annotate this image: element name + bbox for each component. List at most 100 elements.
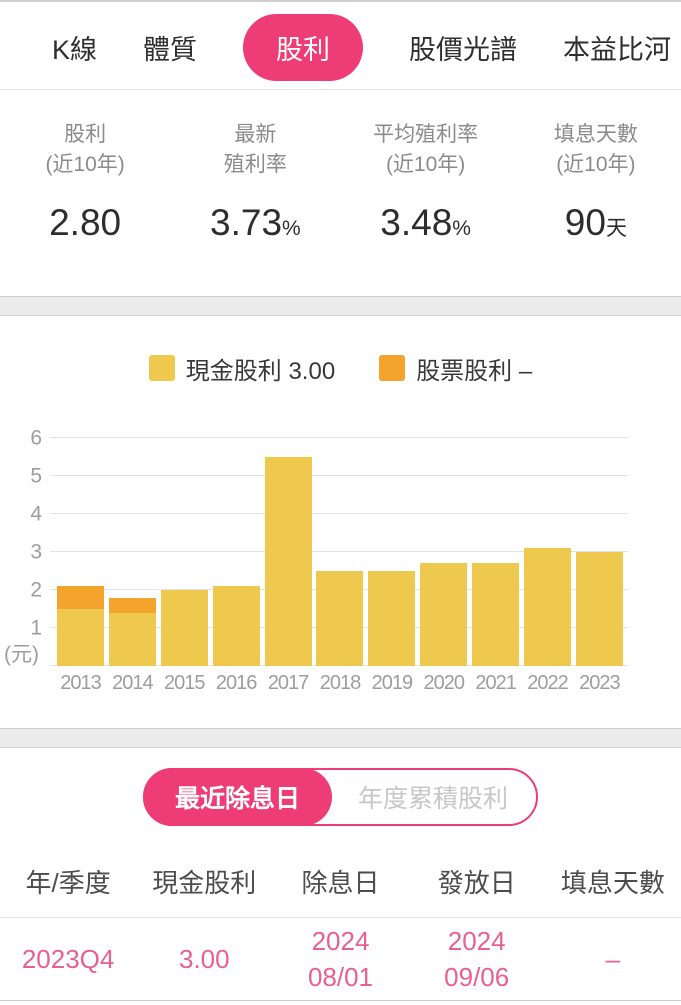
- stat-label: 股利 (近10年): [0, 120, 170, 180]
- col-header: 發放日: [437, 867, 516, 898]
- stat-label-line2: (近10年): [556, 153, 636, 176]
- y-axis-tick: 6: [30, 426, 42, 450]
- stat-value-row: 3.73%: [170, 202, 340, 244]
- chart-plot: 1 2 3 4 5 6 (元): [4, 428, 628, 666]
- toggle-annual-cumulative[interactable]: 年度累積股利: [358, 784, 509, 813]
- gridline: [50, 551, 628, 552]
- x-axis-label: 2019: [371, 672, 414, 694]
- y-axis-tick: 1: [30, 616, 42, 640]
- table-cell-line: 3.00: [178, 944, 230, 974]
- toggle-section: 最近除息日 年度累積股利: [0, 748, 681, 845]
- stat-value-suffix: %: [282, 217, 301, 240]
- y-axis-tick: 5: [30, 464, 42, 488]
- col-header: 除息日: [301, 867, 380, 898]
- stat-label-line2: 殖利率: [223, 153, 287, 176]
- legend-label: 股票股利 –: [416, 357, 533, 385]
- table-cell: 3.00: [136, 941, 272, 977]
- bar-segment-cash-dividend: [368, 571, 416, 666]
- bar-segment-cash-dividend: [57, 609, 104, 666]
- x-axis-label: 2016: [215, 672, 258, 694]
- stat-value-row: 3.48%: [341, 202, 511, 244]
- bar-2019: [368, 438, 416, 666]
- bar-2016: [212, 438, 260, 666]
- tab-constitution[interactable]: 體質: [143, 35, 198, 65]
- bar-segment-stock-dividend: [57, 586, 104, 609]
- stat-value: 3.48: [380, 202, 453, 243]
- bar-2014: [108, 438, 156, 666]
- x-axis-label: 2015: [164, 672, 206, 694]
- stat-fill-days-10y: 填息天數 (近10年) 90天: [511, 120, 681, 296]
- table-cell: 2023Q4: [0, 941, 136, 977]
- col-header: 年/季度: [25, 867, 111, 898]
- bar-segment-cash-dividend: [212, 586, 260, 666]
- bar-2020: [420, 438, 468, 666]
- cash-dividend-swatch-icon: [148, 355, 175, 381]
- bar-2021: [472, 438, 520, 666]
- bar-segment-cash-dividend: [264, 457, 312, 666]
- stat-value-suffix: 天: [605, 217, 627, 240]
- tab-dividend[interactable]: 股利: [243, 14, 364, 81]
- bar-segment-cash-dividend: [316, 571, 364, 666]
- bar-segment-cash-dividend: [160, 590, 208, 666]
- x-axis-label: 2014: [112, 672, 154, 694]
- bar-segment-cash-dividend: [420, 563, 468, 666]
- stat-label-line1: 平均殖利率: [373, 123, 479, 146]
- x-axis-labels: 2013 2014 2015 2016 2017 2018 2019 2020 2021 2022…: [50, 672, 628, 695]
- stat-label-line2: (近10年): [45, 153, 125, 176]
- bar-2023: [575, 438, 623, 666]
- tab-pe-river[interactable]: 本益比河: [563, 35, 672, 65]
- col-header: 填息天數: [560, 867, 665, 898]
- x-axis-label: 2018: [319, 672, 362, 694]
- y-axis-tick: 2: [30, 578, 42, 602]
- bar-segment-cash-dividend: [524, 548, 572, 666]
- table-cell-line: –: [605, 944, 621, 974]
- col-header: 現金股利: [152, 867, 257, 898]
- stat-value-row: 2.80: [0, 202, 170, 244]
- legend-label: 現金股利 3.00: [185, 357, 336, 385]
- bar-2013: [57, 438, 104, 666]
- stat-value-suffix: %: [452, 217, 471, 240]
- y-axis-tick: 4: [30, 502, 42, 526]
- dividend-chart-section: 現金股利 3.00 股票股利 – 1 2 3 4 5 6 (元) 2013 2014 2015 20…: [0, 316, 681, 728]
- bar-2015: [160, 438, 208, 666]
- stat-dividend-10y: 股利 (近10年) 2.80: [0, 120, 170, 296]
- table-cell-line: 2024: [447, 926, 506, 956]
- table-cell-line: 09/06: [444, 962, 510, 992]
- tab-price-spectrum[interactable]: 股價光譜: [409, 35, 518, 65]
- chart-legend: 現金股利 3.00 股票股利 –: [0, 354, 681, 385]
- x-axis-label: 2017: [267, 672, 310, 694]
- stat-avg-yield-10y: 平均殖利率 (近10年) 3.48%: [341, 120, 511, 296]
- stat-value: 3.73: [210, 202, 283, 243]
- x-axis-label: 2013: [60, 672, 102, 694]
- bar-segment-stock-dividend: [108, 597, 156, 613]
- x-axis-label: 2023: [579, 672, 621, 694]
- tab-k-line[interactable]: K線: [52, 35, 98, 65]
- stat-value-row: 90天: [511, 202, 681, 244]
- bar-2017: [264, 438, 312, 666]
- bar-2022: [524, 438, 572, 666]
- section-separator-bottom: [0, 728, 681, 748]
- bars: [50, 438, 628, 666]
- table-row: 2023Q4 3.00 2024 08/01 2024 09/06 –: [0, 918, 681, 1001]
- tab-bar[interactable]: K線 體質 股利 股價光譜 本益比河: [0, 2, 681, 90]
- y-axis-unit-label: (元): [4, 643, 39, 666]
- stat-label-line1: 股利: [64, 123, 107, 146]
- x-axis-label: 2020: [423, 672, 465, 694]
- table-cell: 2024 08/01: [272, 923, 408, 995]
- stat-label: 最新 殖利率: [170, 120, 340, 180]
- stat-value: 2.80: [49, 202, 122, 243]
- x-axis-label: 2021: [475, 672, 517, 694]
- table-cell: 2024 09/06: [409, 923, 545, 995]
- view-toggle: 最近除息日 年度累積股利: [142, 767, 539, 826]
- stat-latest-yield: 最新 殖利率 3.73%: [170, 120, 340, 296]
- table-body: 2023Q4 3.00 2024 08/01 2024 09/06 –: [0, 918, 681, 1001]
- stat-label: 平均殖利率 (近10年): [341, 120, 511, 180]
- table-cell-line: 2023Q4: [21, 944, 115, 974]
- legend-item-stock-dividend: 股票股利 –: [379, 351, 532, 386]
- legend-item-cash-dividend: 現金股利 3.00: [148, 351, 336, 386]
- y-axis-tick: 3: [30, 540, 42, 564]
- stock-dividend-swatch-icon: [379, 355, 406, 381]
- bar-segment-cash-dividend: [575, 552, 623, 666]
- toggle-latest-ex-date[interactable]: 最近除息日: [142, 767, 332, 826]
